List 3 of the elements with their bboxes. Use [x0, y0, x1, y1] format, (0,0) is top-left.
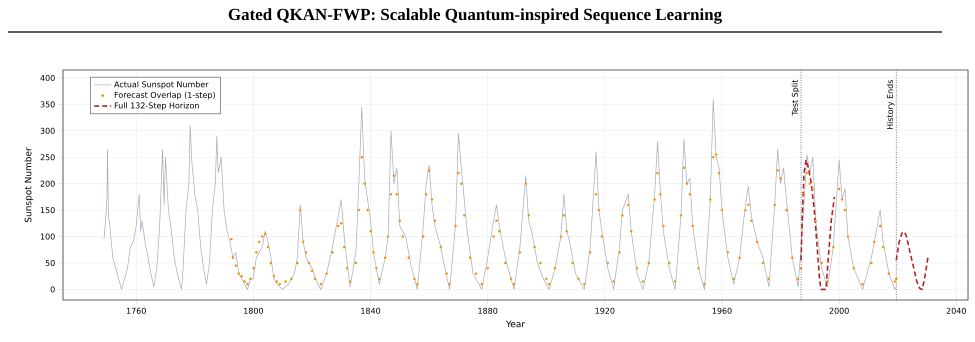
x-axis-title: Year [506, 320, 526, 328]
y-axis-title: Sunspot Number [24, 147, 34, 222]
chart-title: Gated QKAN-FWP: Scalable Quantum-inspired Sequence Learning [228, 8, 722, 24]
